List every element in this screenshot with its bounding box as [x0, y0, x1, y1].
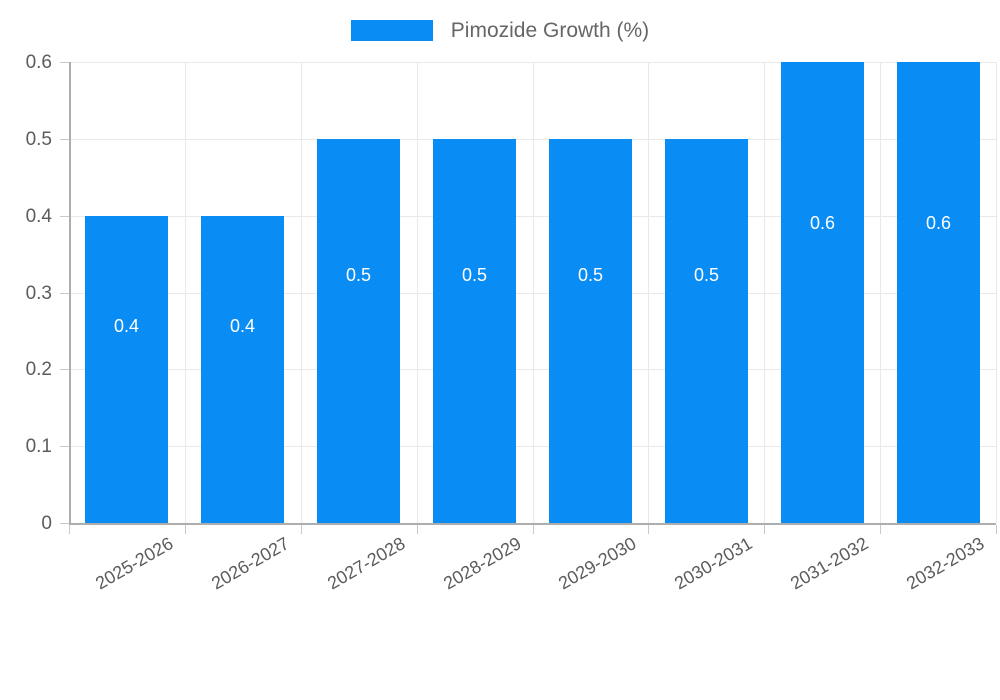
bar-value-label: 0.4 — [229, 316, 256, 336]
x-tick-mark — [533, 525, 534, 534]
gridline-vertical — [417, 62, 418, 523]
x-tick-mark — [69, 525, 70, 534]
y-tick-mark — [60, 138, 69, 140]
y-tick-mark — [60, 523, 69, 524]
y-tick-label: 0 — [41, 513, 52, 534]
y-tick-label: 0.4 — [25, 205, 52, 227]
y-tick-mark — [60, 369, 69, 371]
y-tick-mark — [60, 62, 69, 63]
gridline-vertical — [880, 62, 881, 523]
bar[interactable] — [85, 216, 168, 523]
x-tick-mark — [417, 525, 418, 534]
bar-value-label: 0.4 — [113, 316, 140, 336]
x-tick-mark — [301, 525, 302, 534]
bar-chart: Pimozide Growth (%) 0 0.1 0.2 0.3 0.4 0.5 0.6 … — [0, 14, 1000, 594]
legend-swatch-icon — [350, 19, 433, 41]
gridline-horizontal — [69, 138, 996, 140]
x-tick-mark — [764, 525, 765, 534]
bar[interactable] — [433, 139, 516, 523]
x-tick-mark — [996, 525, 997, 534]
y-tick-label: 0.1 — [25, 436, 52, 458]
bar[interactable] — [781, 62, 864, 523]
gridline-vertical — [996, 62, 997, 523]
x-tick-mark — [648, 525, 649, 534]
y-tick-label: 0.5 — [25, 128, 52, 150]
x-tick-mark — [880, 525, 881, 534]
gridline-vertical — [764, 62, 765, 523]
gridline-vertical — [301, 62, 302, 523]
gridline-vertical — [648, 62, 649, 523]
bar-value-label: 0.5 — [345, 265, 372, 285]
legend-label: Pimozide Growth (%) — [450, 18, 650, 42]
bar-value-label: 0.6 — [809, 213, 836, 233]
gridline-horizontal — [69, 62, 996, 63]
gridline-horizontal — [69, 369, 996, 371]
bar-value-label: 0.5 — [693, 265, 720, 285]
y-tick-label: 0.6 — [25, 52, 52, 73]
bar[interactable] — [317, 139, 400, 523]
gridline-horizontal — [69, 446, 996, 448]
bar[interactable] — [897, 62, 980, 523]
y-tick-label: 0.2 — [25, 359, 52, 381]
y-tick-mark — [60, 215, 69, 217]
y-tick-label: 0.3 — [25, 282, 52, 304]
x-axis-line — [69, 523, 996, 525]
bar-value-label: 0.5 — [461, 265, 488, 285]
gridline-horizontal — [69, 215, 996, 217]
gridline-vertical — [533, 62, 534, 523]
bar[interactable] — [201, 216, 284, 523]
y-tick-mark — [60, 292, 69, 294]
x-tick-mark — [185, 525, 186, 534]
chart-legend: Pimozide Growth (%) — [0, 14, 1000, 46]
gridline-vertical — [185, 62, 186, 523]
legend-item-pimozide-growth[interactable]: Pimozide Growth (%) — [350, 18, 650, 42]
y-tick-mark — [60, 446, 69, 448]
bar-value-label: 0.5 — [577, 265, 604, 285]
y-axis-line — [69, 62, 71, 524]
bar[interactable] — [549, 139, 632, 523]
plot-area — [69, 62, 997, 524]
gridline-horizontal — [69, 292, 996, 294]
bar-value-label: 0.6 — [925, 213, 952, 233]
bar[interactable] — [665, 139, 748, 523]
